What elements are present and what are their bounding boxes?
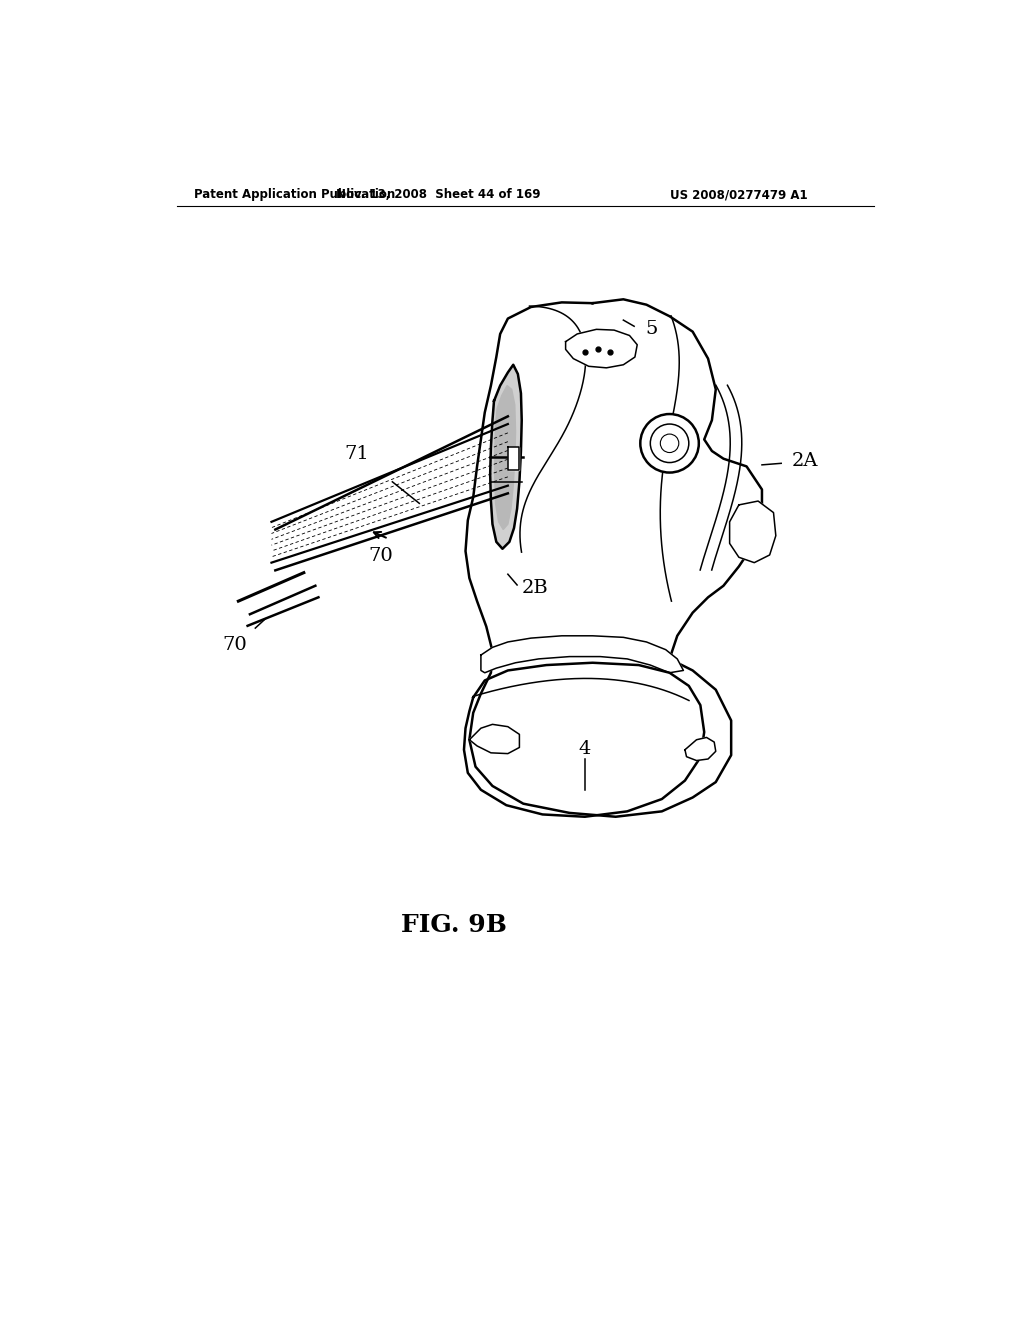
- Polygon shape: [565, 330, 637, 368]
- Polygon shape: [730, 502, 776, 562]
- Text: US 2008/0277479 A1: US 2008/0277479 A1: [670, 187, 807, 201]
- Polygon shape: [464, 663, 705, 817]
- Polygon shape: [685, 738, 716, 760]
- Text: Patent Application Publication: Patent Application Publication: [195, 187, 395, 201]
- Text: 2B: 2B: [521, 579, 549, 597]
- Text: 5: 5: [645, 321, 657, 338]
- Circle shape: [640, 414, 698, 473]
- Polygon shape: [481, 636, 683, 673]
- Text: FIG. 9B: FIG. 9B: [401, 913, 507, 937]
- Text: Nov. 13, 2008  Sheet 44 of 169: Nov. 13, 2008 Sheet 44 of 169: [336, 187, 541, 201]
- Polygon shape: [508, 447, 519, 470]
- Polygon shape: [466, 300, 762, 817]
- Text: 4: 4: [579, 739, 591, 758]
- Text: 70: 70: [222, 636, 247, 653]
- Polygon shape: [490, 364, 521, 549]
- Text: 71: 71: [344, 445, 370, 462]
- Text: 70: 70: [369, 548, 393, 565]
- Text: 2A: 2A: [792, 451, 818, 470]
- Polygon shape: [495, 385, 515, 529]
- Polygon shape: [469, 725, 519, 754]
